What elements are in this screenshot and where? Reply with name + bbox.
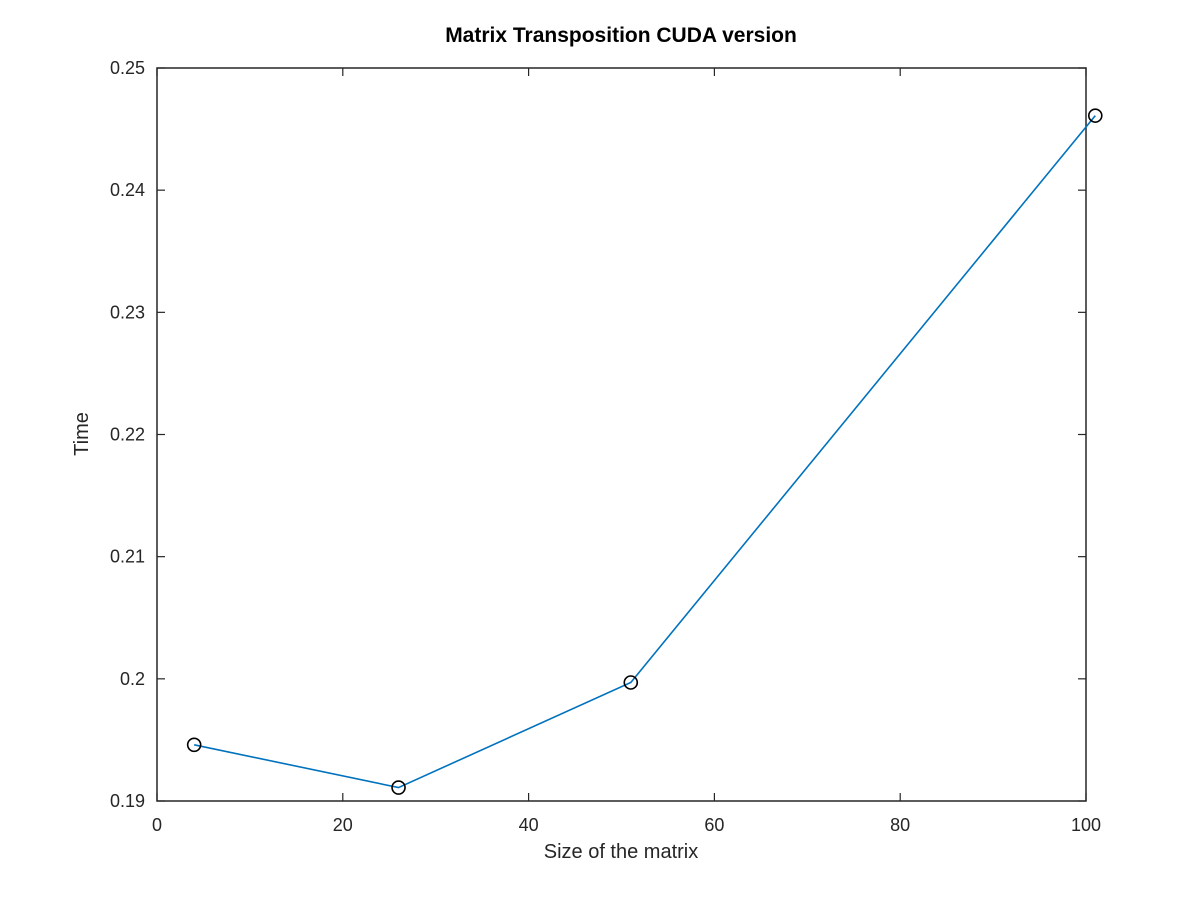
x-tick-label: 100: [1071, 815, 1101, 835]
x-axis: 0 20 40 60 80 100: [152, 68, 1101, 835]
y-axis-label: Time: [71, 412, 93, 456]
series-layer: [186, 108, 1103, 795]
data-point-marker: [1087, 108, 1103, 123]
data-point-marker: [391, 780, 406, 795]
y-tick-label: 0.25: [110, 58, 145, 78]
x-tick-label: 20: [333, 815, 353, 835]
series-line: [193, 115, 1096, 789]
y-tick-label: 0.2: [120, 669, 145, 689]
y-tick-label: 0.22: [110, 425, 145, 445]
y-tick-label: 0.19: [110, 791, 145, 811]
chart-title: Matrix Transposition CUDA version: [445, 24, 797, 47]
x-tick-label: 80: [890, 815, 910, 835]
x-tick-label: 60: [704, 815, 724, 835]
x-tick-label: 40: [519, 815, 539, 835]
y-tick-label: 0.24: [110, 180, 145, 200]
y-axis: 0.19 0.2 0.21 0.22 0.23 0.24 0.25: [110, 58, 1086, 811]
data-point-marker: [186, 737, 202, 753]
x-tick-label: 0: [152, 815, 162, 835]
y-tick-label: 0.23: [110, 302, 145, 322]
x-axis-label: Size of the matrix: [544, 841, 699, 863]
data-point-marker: [623, 675, 639, 690]
y-tick-label: 0.21: [110, 547, 145, 567]
plot-frame: [156, 67, 1087, 802]
